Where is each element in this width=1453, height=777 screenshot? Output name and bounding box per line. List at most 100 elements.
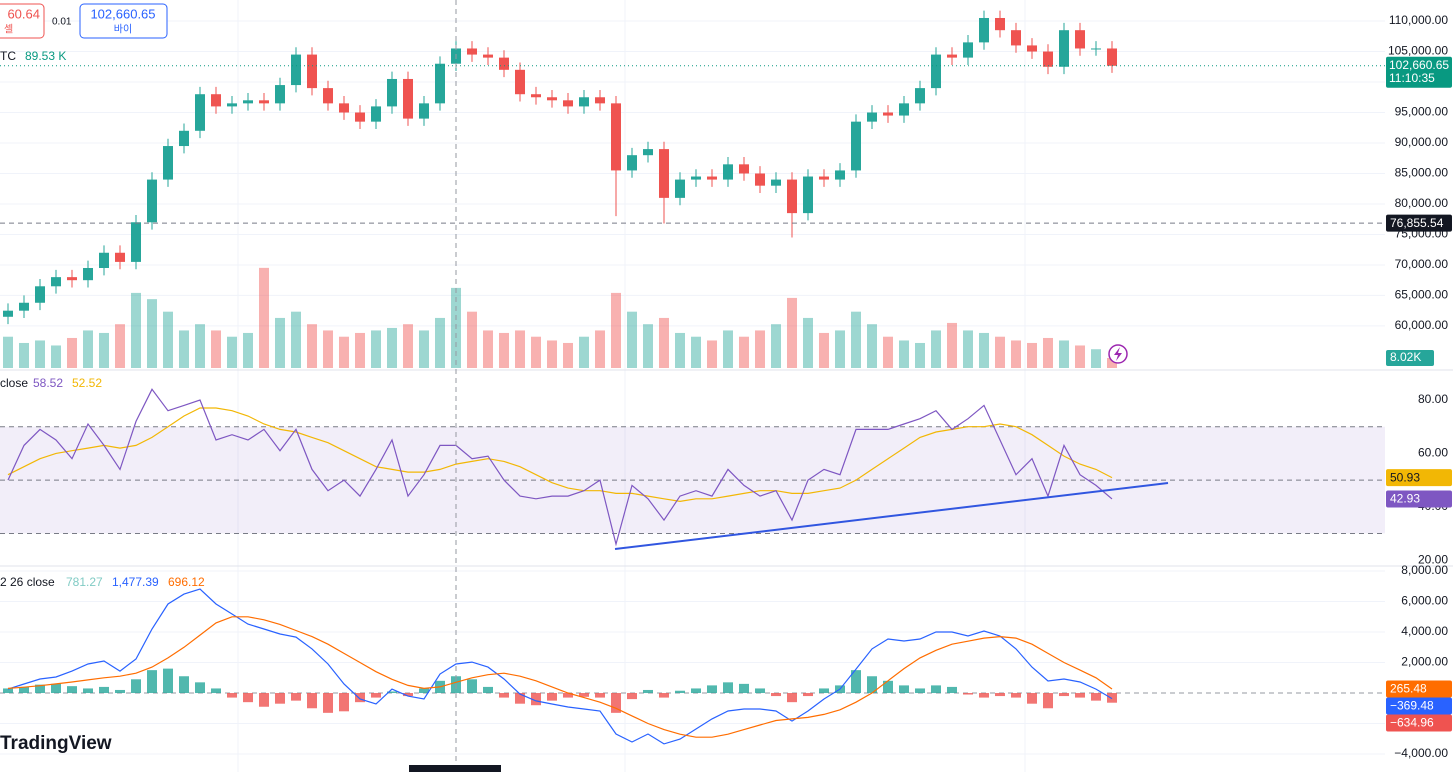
candle-body [787, 179, 797, 214]
candle-body [979, 17, 989, 43]
candle-body [179, 130, 189, 147]
histogram-bar [179, 676, 189, 694]
histogram-bar [995, 693, 1005, 697]
volume-bar [339, 336, 349, 368]
candle-body [467, 48, 477, 55]
candle-body [339, 103, 349, 113]
macd-title: 2 26 close [0, 575, 55, 589]
volume-bar [83, 330, 93, 368]
histogram-bar [1059, 693, 1069, 697]
volume-bar [579, 336, 589, 368]
signal-legend: 696.12 [168, 575, 205, 589]
sell-label: 셀 [4, 24, 13, 36]
y-tick-label: 6,000.00 [1401, 594, 1448, 608]
volume-bar [723, 330, 733, 368]
candle-body [995, 17, 1005, 31]
histogram-bar [579, 693, 589, 697]
volume-bar [19, 342, 29, 368]
histogram-bar [195, 682, 205, 694]
y-tick-label: 60.00 [1418, 446, 1448, 460]
time-cursor-label [409, 765, 501, 772]
symbol: TC [0, 49, 16, 63]
buy-box[interactable] [79, 3, 168, 39]
candle-body [227, 103, 237, 107]
price-badge [1386, 56, 1452, 88]
volume-bar [739, 336, 749, 368]
histogram-bar [675, 690, 685, 694]
y-tick-label: 80.00 [1418, 392, 1448, 406]
histogram-bar [51, 683, 61, 694]
histogram-bar [419, 688, 429, 694]
candle-body [403, 78, 413, 119]
candle-body [883, 112, 893, 116]
histogram-bar [867, 676, 877, 694]
axis-badge-label: 76,855.54 [1390, 216, 1444, 230]
volume-bar [355, 332, 365, 368]
volume-bar [1059, 340, 1069, 368]
volume-bar [195, 324, 205, 368]
volume-bar [1011, 340, 1021, 368]
histogram-bar [1011, 693, 1021, 698]
volume-bar [979, 332, 989, 368]
volume-bar [499, 332, 509, 368]
volume-bar [147, 299, 157, 368]
sell-box[interactable] [0, 3, 45, 39]
candle-body [1075, 30, 1085, 49]
plot-layer [0, 10, 1385, 755]
candle-body [355, 112, 365, 122]
volume-bar [99, 332, 109, 368]
histogram-bar [387, 691, 397, 694]
axis-badge-label: 265.48 [1390, 682, 1427, 696]
histogram-bar [547, 693, 557, 701]
volume-bar [531, 336, 541, 368]
y-tick-label: 65,000.00 [1395, 288, 1449, 302]
volume-bar [1091, 349, 1101, 368]
histogram-bar [83, 688, 93, 694]
histogram-bar [691, 688, 701, 694]
histogram-bar [371, 693, 381, 698]
volume-bar [899, 340, 909, 368]
axis-badge [1386, 680, 1452, 698]
histogram-bar [979, 693, 989, 698]
volume-bar [659, 317, 669, 368]
histogram-bar [35, 684, 45, 694]
price-badge-label: 102,660.65 [1389, 58, 1449, 72]
volume-bar [835, 330, 845, 368]
background-layer [237, 0, 1026, 772]
candle-body [419, 103, 429, 119]
volume-bar [771, 324, 781, 368]
volume-bar [243, 332, 253, 368]
candle-body [3, 310, 13, 317]
volume-bar [1075, 345, 1085, 368]
volume-bar [227, 336, 237, 368]
candle-body [51, 277, 61, 287]
y-tick-label: 70,000.00 [1395, 257, 1449, 271]
histogram-bar [275, 693, 285, 704]
volume-bar [371, 330, 381, 368]
histogram-bar [1027, 693, 1037, 704]
histogram-bar [531, 693, 541, 706]
y-tick-label: 2,000.00 [1401, 655, 1448, 669]
histogram-bar [899, 685, 909, 694]
candle-body [243, 100, 253, 104]
candle-body [515, 69, 525, 95]
histogram-bar [595, 693, 605, 698]
histogram-bar [819, 688, 829, 694]
histogram-bar [147, 670, 157, 694]
histogram-bar [19, 686, 29, 694]
histogram-bar [467, 679, 477, 694]
macd-line [7, 616, 1113, 738]
histogram-bar [963, 693, 973, 695]
candle-body [83, 267, 93, 281]
histogram-bar [771, 693, 781, 697]
candle-body [915, 88, 925, 104]
volume-bar [755, 330, 765, 368]
candle-body [275, 85, 285, 104]
candle-body [115, 252, 125, 262]
volume-bar [179, 330, 189, 368]
candle-body [547, 97, 557, 101]
histogram-bar [915, 688, 925, 694]
volume-bar [1107, 357, 1117, 368]
y-tick-label: 85,000.00 [1395, 166, 1449, 180]
